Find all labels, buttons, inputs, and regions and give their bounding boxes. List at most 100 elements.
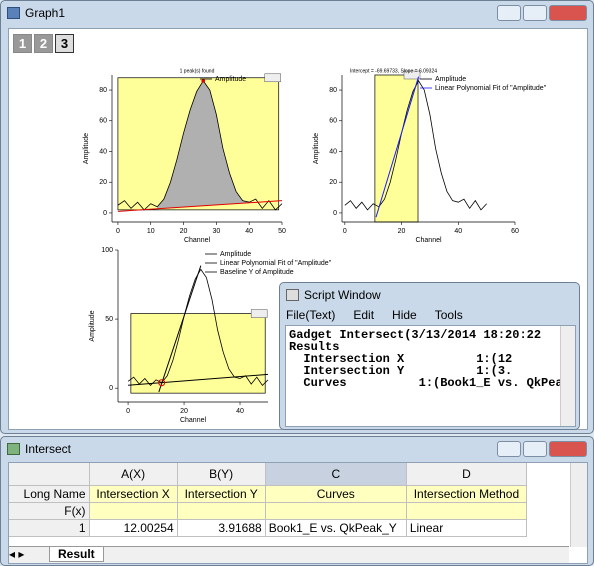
script-text: Gadget Intersect(3/13/2014 18:20:22 Resul… (286, 326, 575, 392)
roi-button (250, 309, 268, 318)
x-tick-label: 20 (180, 228, 188, 235)
x-tick-label: 0 (116, 228, 120, 235)
y-tick-label: 80 (329, 87, 337, 94)
script-window: Script Window File(Text) Edit Hide Tools Ga… (279, 282, 580, 430)
x-axis-label: Channel (180, 417, 207, 424)
minimize[interactable] (497, 5, 521, 21)
cell[interactable]: 12.00254 (89, 519, 178, 537)
fit-line (158, 265, 202, 393)
graph-title: Intercept = -69.69733, Slope = 6.09324 (350, 68, 437, 74)
menu-item[interactable]: Hide (392, 308, 417, 322)
y-tick-label: 40 (329, 148, 337, 155)
page-tab[interactable]: 2 (34, 34, 53, 53)
y-tick-label: 0 (333, 210, 337, 217)
x-tick-label: 40 (236, 408, 244, 415)
minimize[interactable] (497, 441, 521, 457)
x-tick-label: 40 (245, 228, 253, 235)
x-tick-label: 20 (180, 408, 188, 415)
x-tick-label: 60 (511, 228, 519, 235)
roi-button (264, 73, 281, 83)
y-axis-label: Amplitude (89, 310, 96, 341)
y-tick-label: 40 (99, 148, 107, 155)
column-header[interactable]: A(X) (89, 463, 178, 486)
intersection-marker (158, 379, 166, 387)
cell (177, 502, 266, 520)
cell (89, 502, 178, 520)
menu-item[interactable]: File(Text) (286, 308, 336, 322)
legend-entry: Amplitude (220, 251, 251, 258)
legend-entry: Baseline Y of Amplitude (220, 269, 294, 276)
x-tick-label: 50 (278, 228, 286, 235)
baseline-line (117, 200, 283, 212)
cell[interactable]: Book1_E vs. QkPeak_Y (265, 519, 407, 537)
sheet: A(X) B(Y) C D Long Name Intersection X Interse… (8, 462, 588, 564)
window-buttons[interactable] (495, 5, 587, 21)
window-title: Graph1 (25, 6, 66, 20)
y-tick-label: 0 (103, 210, 107, 217)
tab-nav[interactable]: ◂ ▸ (9, 547, 25, 561)
script-line: Intersection X 1:(12 (289, 352, 513, 366)
peak-marker (201, 79, 206, 83)
cell (406, 502, 528, 520)
scrollbar[interactable] (560, 326, 575, 426)
close[interactable] (549, 5, 587, 21)
cell[interactable]: Linear (406, 519, 528, 537)
column-header[interactable]: B(Y) (177, 463, 266, 486)
menu-item[interactable]: Edit (353, 308, 375, 322)
close[interactable] (549, 441, 587, 457)
y-tick-label: 20 (329, 179, 337, 186)
fx-row: F(x) (9, 502, 528, 520)
y-tick-label: 60 (99, 118, 107, 125)
peak-area (157, 80, 250, 209)
column-header[interactable]: D (406, 463, 528, 486)
sheet-tab[interactable]: Result (49, 546, 104, 562)
window-buttons[interactable] (495, 441, 587, 457)
amplitude-line (117, 80, 283, 211)
column-header[interactable]: C (265, 463, 407, 486)
fit-line (375, 76, 420, 218)
legend-entry: Amplitude (215, 76, 246, 83)
script-line: Gadget Intersect(3/13/2014 18:20:22 (289, 328, 542, 342)
x-tick-label: 30 (212, 228, 220, 235)
sheet-tabs: ◂ ▸ Result (9, 546, 569, 563)
y-axis-label: Amplitude (83, 133, 90, 164)
x-tick-label: 0 (343, 228, 347, 235)
maximize[interactable] (523, 441, 547, 457)
cell: Curves (265, 485, 407, 503)
script-line: Curves 1:(Book1_E vs. QkPea (289, 376, 563, 390)
x-tick-label: 40 (454, 228, 462, 235)
row-header: Long Name (9, 485, 90, 503)
x-tick-label: 10 (147, 228, 155, 235)
legend-entry: Linear Polynomial Fit of "Amplitude" (220, 260, 332, 267)
cell[interactable]: 3.91688 (177, 519, 266, 537)
y-tick-label: 0 (109, 385, 113, 392)
roi-button (403, 70, 421, 80)
maximize[interactable] (523, 5, 547, 21)
worksheet: A(X) B(Y) C D Long Name Intersection X Interse… (9, 463, 528, 537)
header-row: A(X) B(Y) C D (9, 463, 528, 486)
graph-title: 1 peak(s) found (180, 68, 215, 74)
row-header: 1 (9, 519, 90, 537)
window-title: Intersect (25, 442, 72, 456)
menu-item[interactable]: Tools (434, 308, 463, 322)
cell (265, 502, 407, 520)
row-header: F(x) (9, 502, 90, 520)
x-axis-label: Channel (184, 237, 211, 244)
y-tick-label: 80 (99, 87, 107, 94)
page-tab[interactable]: 3 (55, 34, 74, 53)
script-line: Results (289, 340, 340, 354)
legend-entry: Amplitude (435, 76, 466, 83)
window-icon (7, 7, 20, 19)
cell: Intersection X (89, 485, 178, 503)
x-axis-label: Channel (415, 237, 442, 244)
y-tick-label: 20 (99, 179, 107, 186)
page-tab[interactable]: 1 (13, 34, 32, 53)
y-tick-label: 100 (101, 247, 113, 254)
y-tick-label: 60 (329, 118, 337, 125)
intersect-window: Intersect A(X) B(Y) C D Long Name Intersectio… (0, 436, 594, 566)
long-name-row: Long Name Intersection X Intersection Y Cur… (9, 485, 528, 503)
scrollbar[interactable] (570, 463, 587, 547)
window-title: Script Window (304, 288, 381, 302)
